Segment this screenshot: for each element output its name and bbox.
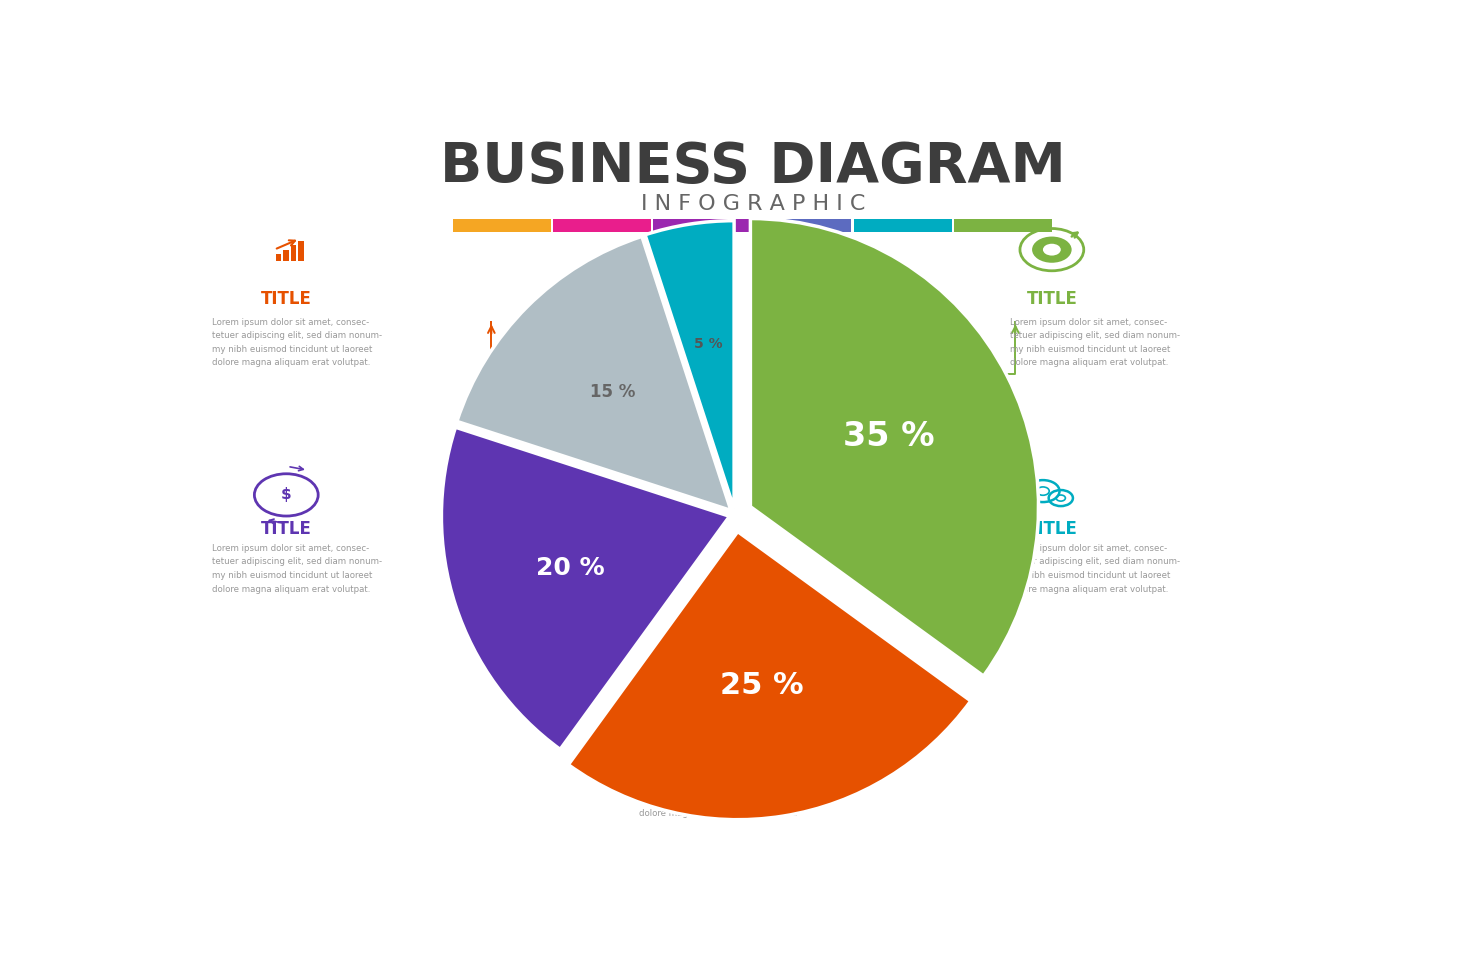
Text: 5 %: 5 % xyxy=(694,337,722,351)
Text: TITLE: TITLE xyxy=(1026,290,1078,308)
FancyBboxPatch shape xyxy=(954,220,1053,232)
Circle shape xyxy=(1032,236,1072,263)
Bar xyxy=(757,722,764,731)
Text: TITLE: TITLE xyxy=(1026,519,1078,538)
Bar xyxy=(747,725,754,731)
Text: TITLE: TITLE xyxy=(262,290,312,308)
FancyBboxPatch shape xyxy=(553,220,651,232)
Text: Lorem ipsum dolor sit amet, consec-
tetuer adipiscing elit, sed diam nonum-
my n: Lorem ipsum dolor sit amet, consec- tetu… xyxy=(212,318,382,368)
Wedge shape xyxy=(645,220,734,509)
Text: $: $ xyxy=(281,487,291,503)
Text: BUSINESS DIAGRAM: BUSINESS DIAGRAM xyxy=(441,139,1066,194)
Text: 15 %: 15 % xyxy=(589,383,635,401)
Wedge shape xyxy=(457,236,731,511)
Text: Lorem ipsum dolor sit amet, consec-
tetuer adipiscing elit, sed diam nonum-
my n: Lorem ipsum dolor sit amet, consec- tetu… xyxy=(1010,544,1180,594)
Wedge shape xyxy=(441,427,729,750)
Bar xyxy=(769,720,775,731)
FancyBboxPatch shape xyxy=(453,220,551,232)
Text: 20 %: 20 % xyxy=(537,556,604,580)
Text: 35 %: 35 % xyxy=(844,419,935,453)
Bar xyxy=(736,727,742,731)
Text: Lorem ipsum dolor sit amet, consec-
tetuer adipiscing elit, sed diam nonum-
my n: Lorem ipsum dolor sit amet, consec- tetu… xyxy=(639,768,810,817)
Circle shape xyxy=(1042,244,1061,256)
Text: I N F O G R A P H I C: I N F O G R A P H I C xyxy=(641,194,866,215)
Text: Lorem ipsum dolor sit amet, consec-
tetuer adipiscing elit, sed diam nonum-
my n: Lorem ipsum dolor sit amet, consec- tetu… xyxy=(1010,318,1180,368)
Text: Lorem ipsum dolor sit amet, consec-
tetuer adipiscing elit, sed diam nonum-
my n: Lorem ipsum dolor sit amet, consec- tetu… xyxy=(212,544,382,594)
Bar xyxy=(298,241,303,262)
FancyBboxPatch shape xyxy=(653,220,751,232)
FancyBboxPatch shape xyxy=(753,220,851,232)
Text: 25 %: 25 % xyxy=(720,670,804,700)
Text: TITLE: TITLE xyxy=(711,746,761,764)
Wedge shape xyxy=(569,531,970,819)
FancyBboxPatch shape xyxy=(854,220,951,232)
Bar xyxy=(284,250,288,262)
Bar xyxy=(276,254,281,262)
Bar xyxy=(291,245,295,262)
Text: TITLE: TITLE xyxy=(262,519,312,538)
Wedge shape xyxy=(750,219,1038,676)
